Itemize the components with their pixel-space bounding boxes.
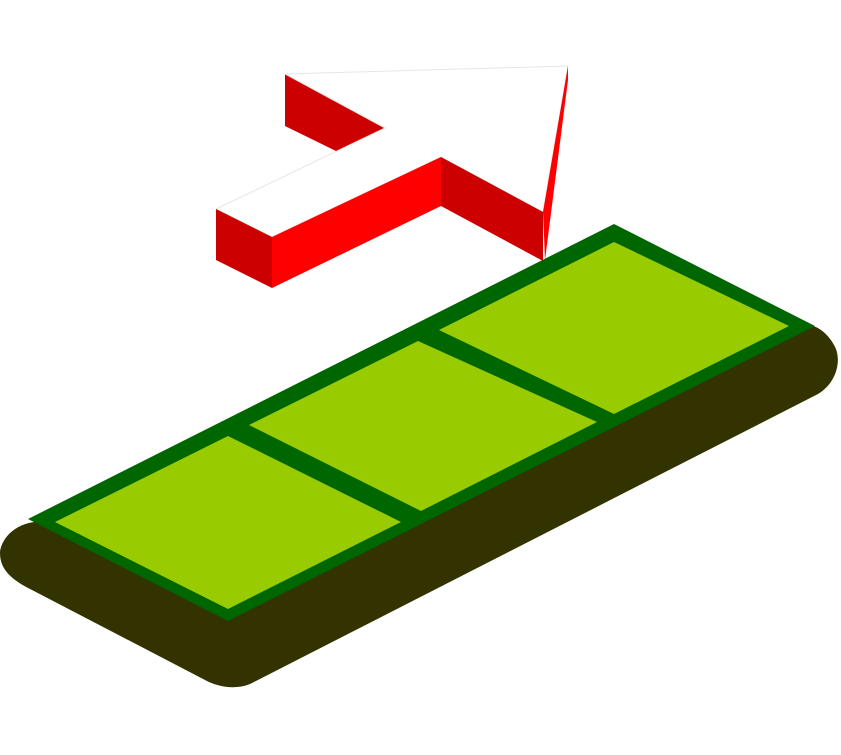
isometric-3d-arrow-icon <box>214 65 569 288</box>
arrow-right-face <box>441 157 543 261</box>
arrow-end-cap <box>216 209 272 288</box>
arrow-inner-face <box>285 74 385 152</box>
grid-cell-2 <box>249 341 597 511</box>
three-cell-green-grid <box>28 224 815 621</box>
grid-cell-1 <box>55 436 401 609</box>
grid-cell-3 <box>439 242 789 414</box>
arrow-tip-face <box>543 66 568 260</box>
arrow-front-face <box>272 157 441 288</box>
